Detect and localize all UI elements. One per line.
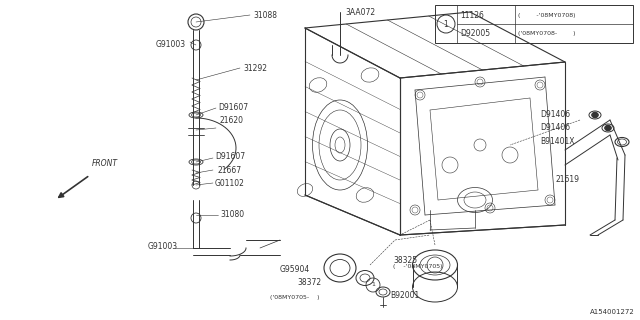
Text: A154001272: A154001272 [590, 309, 635, 315]
Text: D91406: D91406 [540, 123, 570, 132]
Text: D91607: D91607 [215, 152, 245, 161]
Bar [435, 5, 633, 43]
Text: 21620: 21620 [220, 116, 244, 125]
Text: 11126: 11126 [460, 11, 484, 20]
Text: G91003: G91003 [148, 242, 178, 251]
Text: G95904: G95904 [280, 265, 310, 274]
Text: D91607: D91607 [218, 103, 248, 112]
Text: 38325: 38325 [393, 256, 417, 265]
Text: D91406: D91406 [540, 110, 570, 119]
Text: 1: 1 [444, 20, 449, 28]
Text: 31080: 31080 [220, 210, 244, 219]
Text: G91003: G91003 [156, 40, 186, 49]
Text: G01102: G01102 [215, 179, 245, 188]
Text: FRONT: FRONT [92, 159, 118, 168]
Text: 31088: 31088 [253, 11, 277, 20]
Text: (        -'08MY0708): ( -'08MY0708) [518, 12, 575, 18]
Text: B91401X: B91401X [540, 137, 575, 146]
Text: ('08MY0705-    ): ('08MY0705- ) [270, 295, 319, 300]
Text: B92001: B92001 [390, 291, 419, 300]
Text: 38372: 38372 [297, 278, 321, 287]
Text: 21619: 21619 [555, 175, 579, 184]
Text: ('08MY0708-        ): ('08MY0708- ) [518, 30, 575, 36]
Text: 1: 1 [371, 283, 375, 287]
Text: 31292: 31292 [243, 64, 267, 73]
Circle shape [605, 125, 611, 131]
Text: D92005: D92005 [460, 28, 490, 37]
Circle shape [592, 112, 598, 118]
Text: 21667: 21667 [218, 166, 242, 175]
Text: (    -'08MY0705): ( -'08MY0705) [393, 264, 442, 269]
Text: 3AA072: 3AA072 [345, 8, 375, 17]
